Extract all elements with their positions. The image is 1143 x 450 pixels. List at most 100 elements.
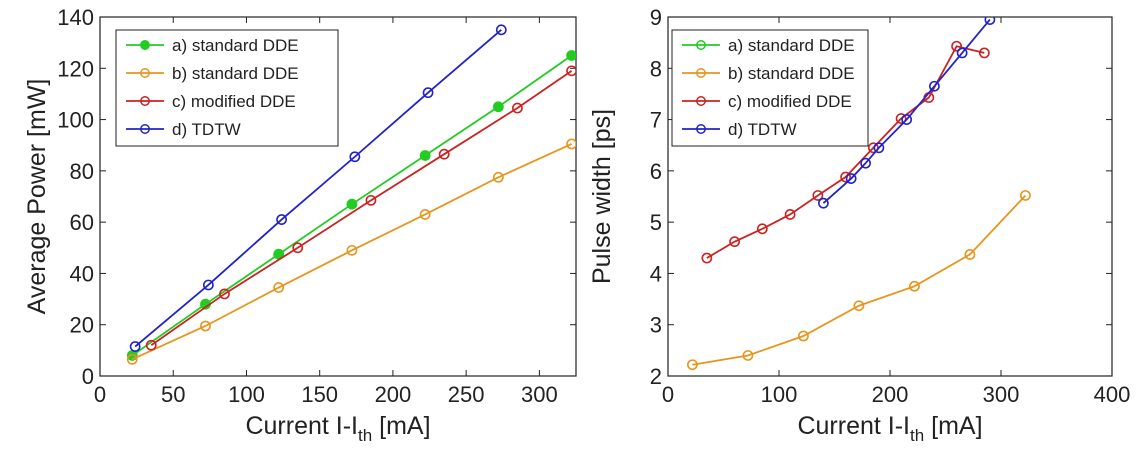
data-point [909, 280, 920, 292]
data-point [729, 236, 740, 248]
data-point [492, 101, 504, 113]
data-point [145, 339, 157, 351]
legend-label: b) standard DDE [172, 64, 299, 83]
data-point [756, 223, 768, 235]
data-point [292, 242, 304, 254]
data-point [895, 113, 907, 124]
legend-label: b) standard DDE [728, 64, 855, 83]
x-axis-label: Current I-Ith [mA] [245, 412, 430, 445]
data-point [349, 151, 361, 163]
legend: a) standard DDE b) standard DDE c) modifie… [671, 29, 869, 147]
series-line [150, 70, 573, 346]
legend-swatch-marker [696, 68, 706, 78]
data-point [346, 244, 358, 256]
chart-1: 0 50 100 150 200 250 300 0 20 40 60 80 100 120 140 Curr… [23, 5, 577, 445]
data-point [853, 300, 865, 312]
data-point [566, 65, 576, 77]
x-tick-label: 150 [301, 382, 338, 407]
legend-swatch-marker [696, 96, 706, 106]
legend-swatch-marker [696, 124, 706, 134]
data-point [273, 282, 285, 293]
data-point [202, 279, 214, 291]
x-tick-label: 0 [94, 382, 106, 407]
x-tick-label: 400 [1094, 382, 1131, 407]
y-tick-label: 60 [70, 210, 94, 235]
y-tick-label: 140 [57, 5, 94, 30]
legend-swatch-marker [140, 124, 150, 134]
series-line [822, 18, 991, 204]
legend: a) standard DDE b) standard DDE c) modifie… [115, 29, 339, 147]
data-point [438, 148, 450, 160]
y-axis-label: Average Power [mW] [23, 79, 51, 315]
y-tick-label: 6 [650, 159, 662, 184]
data-point [845, 173, 857, 184]
legend-swatch-marker [140, 68, 150, 78]
series-line [134, 29, 502, 348]
data-point [742, 350, 754, 361]
legend-swatch-marker [140, 96, 150, 106]
legend-swatch-marker [696, 40, 706, 50]
y-tick-label: 0 [82, 364, 94, 389]
data-point [365, 194, 377, 206]
y-tick-label: 100 [57, 108, 94, 133]
legend-label: c) modified DDE [172, 92, 296, 111]
data-point [419, 150, 431, 161]
data-point [812, 190, 824, 201]
data-point [840, 171, 851, 183]
legend-box [115, 29, 339, 147]
data-point [200, 320, 211, 332]
y-tick-label: 80 [70, 159, 94, 184]
data-point [798, 330, 809, 342]
data-point [860, 157, 871, 169]
data-point [1020, 190, 1031, 201]
legend-label: d) TDTW [172, 120, 241, 139]
data-point [492, 171, 504, 183]
x-tick-label: 250 [448, 382, 485, 407]
legend-label: c) modified DDE [728, 92, 852, 111]
x-tick-label: 200 [872, 382, 909, 407]
y-tick-label: 3 [650, 313, 662, 338]
data-point [873, 142, 885, 154]
data-point [818, 197, 829, 209]
x-tick-label: 300 [983, 382, 1020, 407]
data-point [984, 17, 996, 25]
data-point [422, 87, 434, 99]
data-point [566, 138, 576, 150]
y-tick-label: 120 [57, 56, 94, 81]
data-point [701, 252, 713, 264]
x-tick-label: 300 [521, 382, 558, 407]
legend-label: a) standard DDE [172, 36, 299, 55]
y-tick-label: 4 [650, 261, 662, 286]
data-point [566, 50, 576, 61]
legend-label: d) TDTW [728, 120, 797, 139]
plot-frame [99, 16, 577, 377]
data-point [512, 102, 523, 114]
x-tick-label: 50 [161, 382, 185, 407]
data-point [951, 40, 962, 52]
x-tick-label: 200 [375, 382, 412, 407]
series-group [126, 24, 576, 365]
data-point [126, 353, 138, 365]
data-point [419, 209, 431, 220]
x-tick-label: 0 [662, 382, 674, 407]
data-point [784, 209, 796, 220]
data-point [956, 47, 968, 59]
data-point [901, 114, 913, 125]
data-point [346, 198, 358, 210]
y-tick-label: 8 [650, 56, 662, 81]
y-tick-label: 7 [650, 108, 662, 133]
x-tick-label: 100 [228, 382, 265, 407]
data-point [929, 80, 940, 92]
series-line [692, 194, 1027, 366]
x-axis-label: Current I-Ith [mA] [797, 412, 982, 445]
data-point [219, 288, 230, 300]
y-tick-label: 5 [650, 210, 662, 235]
data-point [495, 24, 507, 36]
y-tick-label: 2 [650, 364, 662, 389]
y-tick-label: 20 [70, 313, 94, 338]
y-tick-label: 9 [650, 5, 662, 30]
y-tick-label: 40 [70, 261, 94, 286]
data-point [978, 47, 990, 59]
data-point [276, 214, 288, 225]
